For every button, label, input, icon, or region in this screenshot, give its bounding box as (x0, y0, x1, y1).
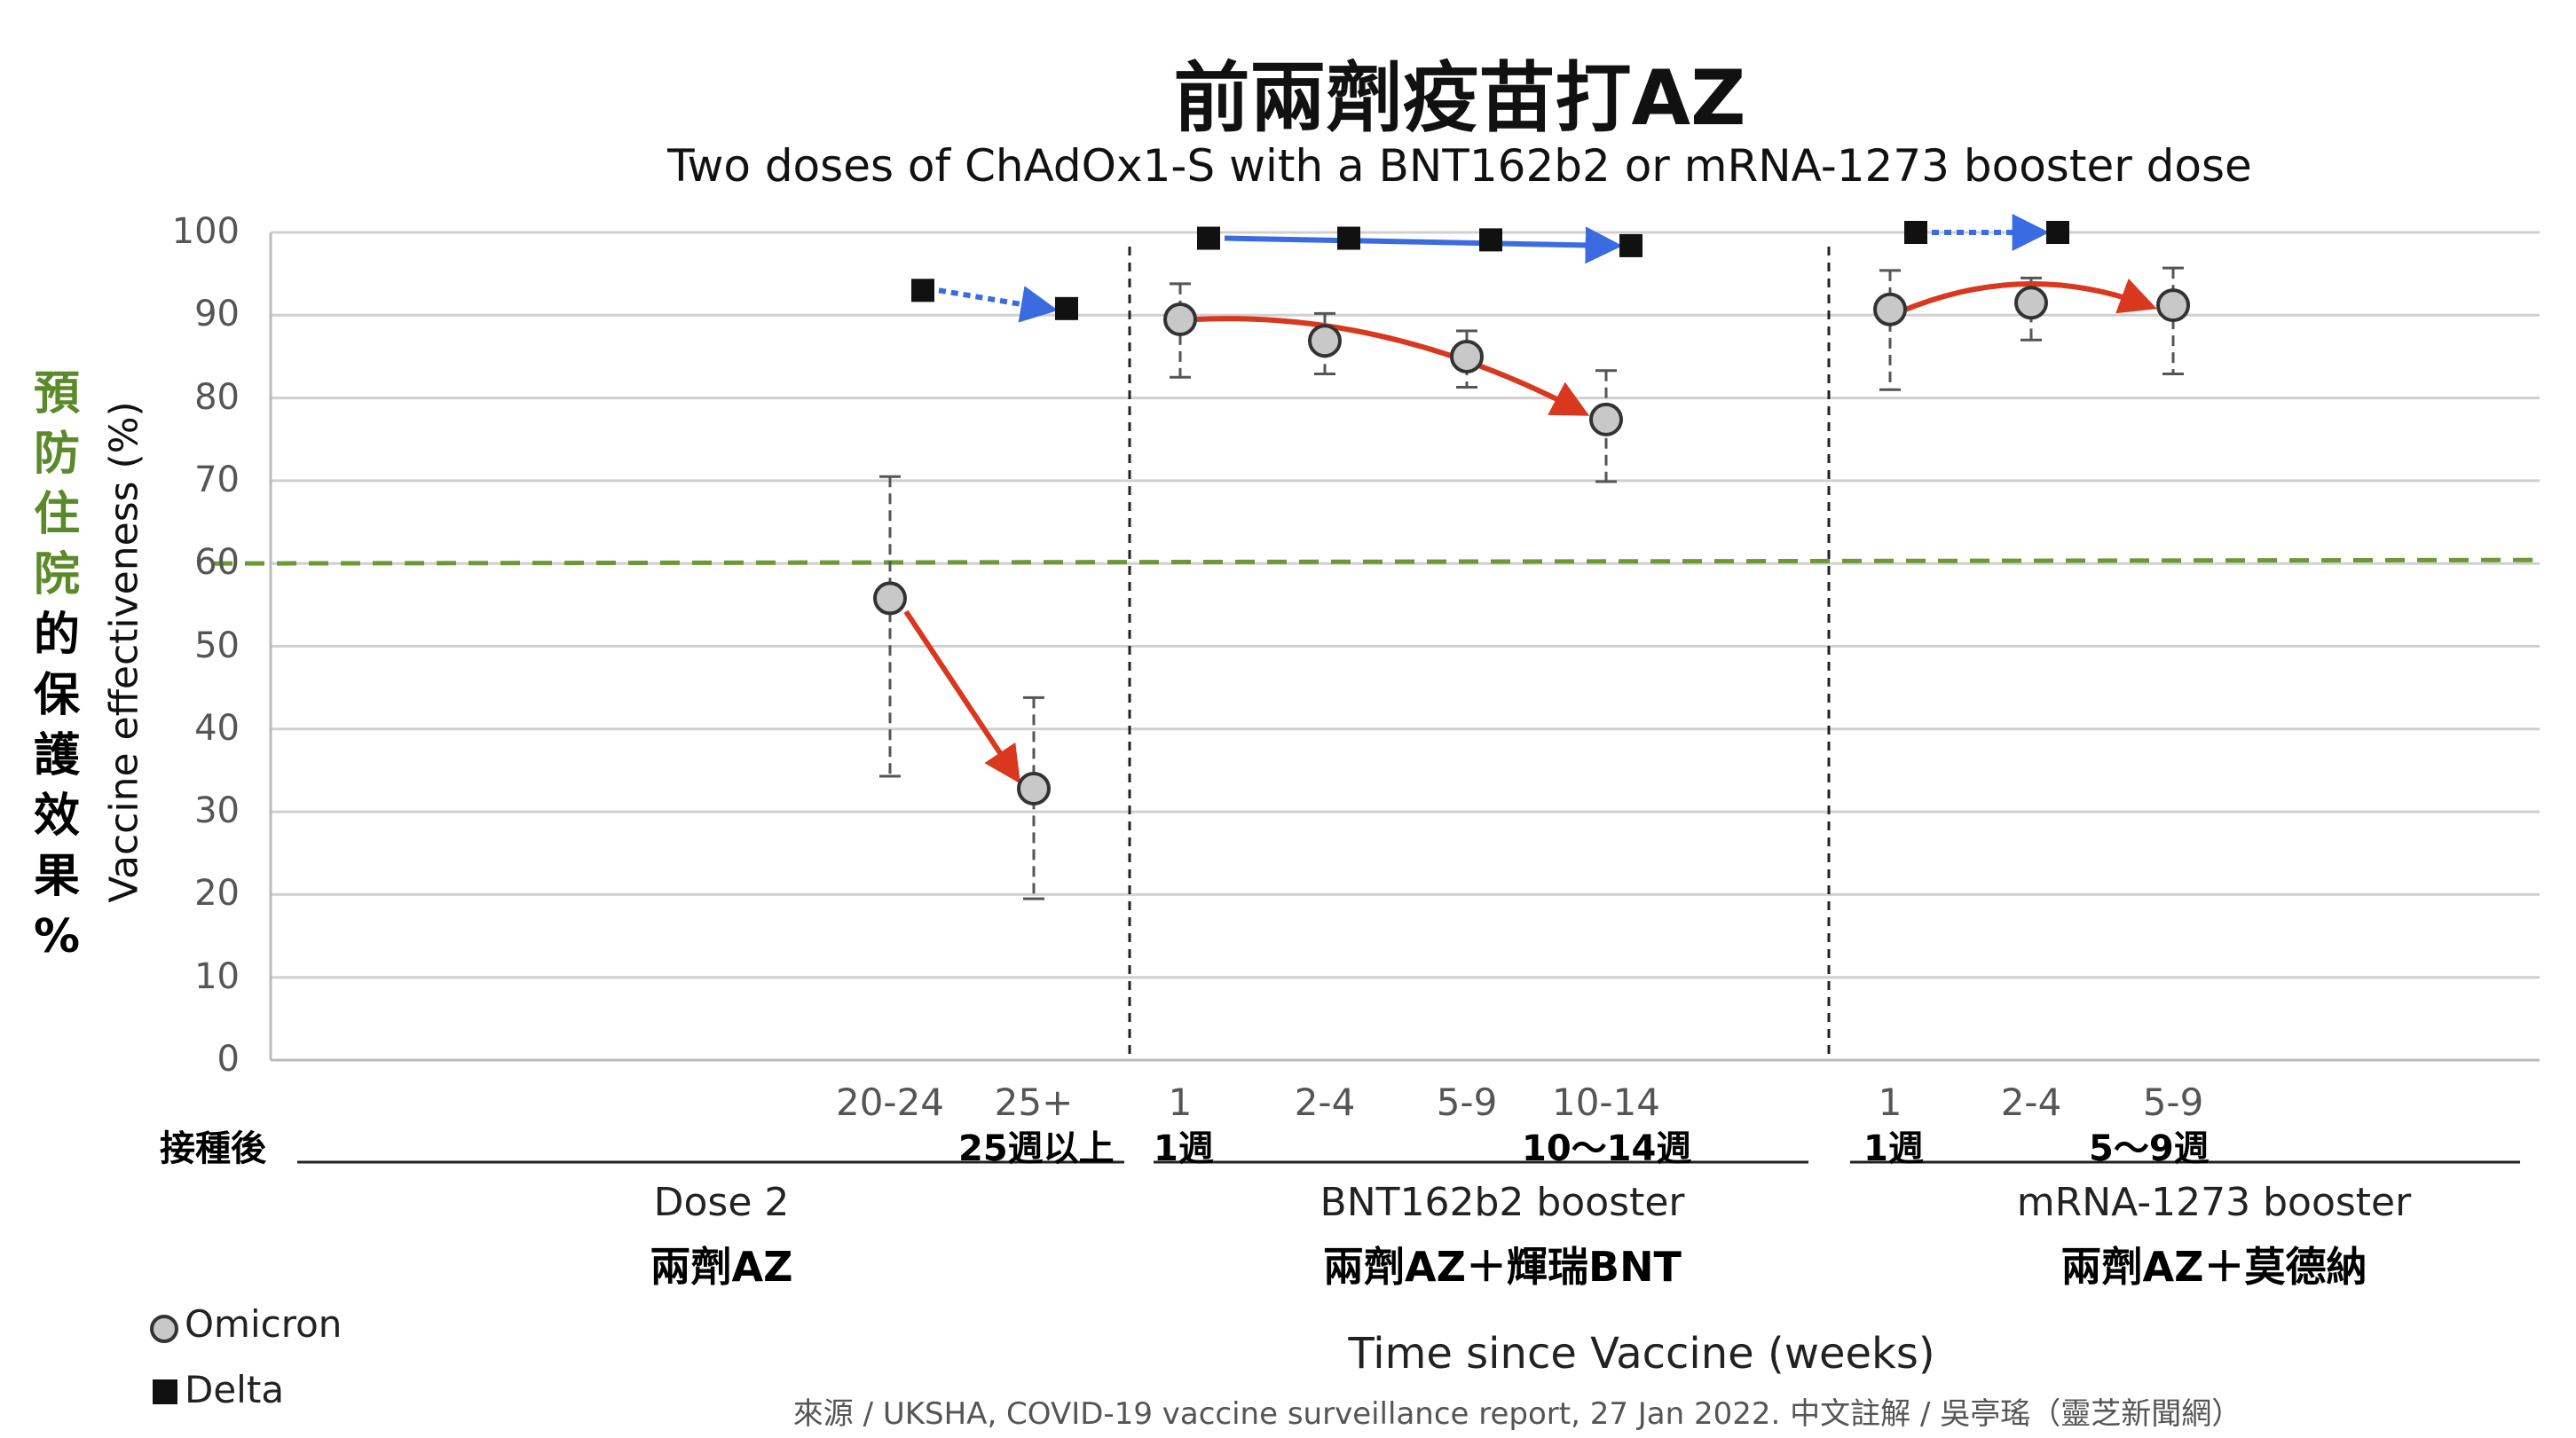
delta-trend-arrow (1224, 226, 1623, 264)
week-label-zh: 1週 (1863, 1128, 1924, 1169)
x-row-label: 接種後 (160, 1128, 266, 1169)
group-label-zh: 兩劑AZ＋莫德納 (2060, 1243, 2367, 1291)
omicron-point (1450, 339, 1484, 373)
legend-delta-marker (153, 1379, 177, 1408)
omicron-trend-arrow (903, 609, 1020, 784)
y-tick-10: 10 (194, 955, 240, 997)
y-tick-100: 100 (171, 211, 240, 252)
y-tick-80: 80 (194, 376, 240, 418)
threshold-line-60 (212, 557, 2541, 566)
y-label-char: 保 (33, 669, 80, 722)
y-tick-70: 70 (194, 459, 240, 500)
week-label-zh: 25週以上 (958, 1128, 1115, 1169)
x-tick-label: 1 (1878, 1080, 1902, 1124)
delta-point (1904, 221, 1927, 244)
y-tick-50: 50 (194, 625, 240, 666)
group-label-en: BNT162b2 booster (1320, 1180, 1685, 1225)
x-tick-label: 2-4 (2000, 1080, 2062, 1124)
y-label-char: 住 (33, 488, 80, 541)
y-label-char: 防 (33, 428, 80, 481)
y-label-char: 院 (33, 548, 80, 601)
x-tick-label: 10-14 (1551, 1080, 1661, 1124)
week-label-zh: 10～14週 (1522, 1128, 1692, 1169)
legend-delta-label: Delta (185, 1368, 285, 1411)
delta-trend-arrow (938, 286, 1059, 323)
group-label-zh: 兩劑AZ (650, 1243, 793, 1291)
x-tick-label: 2-4 (1294, 1080, 1356, 1124)
omicron-point (1589, 402, 1623, 436)
y-label-char: 預 (33, 367, 80, 420)
week-label-zh: 5～9週 (2089, 1128, 2210, 1169)
x-tick-label: 5-9 (2142, 1080, 2204, 1124)
group-label-en: mRNA-1273 booster (2016, 1180, 2412, 1225)
omicron-trend-arrow (1195, 316, 1590, 416)
omicron-point (873, 581, 907, 616)
omicron-point (1873, 292, 1907, 326)
chart-subtitle: Two doses of ChAdOx1-S with a BNT162b2 o… (667, 140, 2252, 192)
x-tick-label: 20-24 (835, 1080, 945, 1124)
y-tick-40: 40 (194, 707, 240, 749)
delta-point (1197, 226, 1220, 250)
delta-point (1619, 233, 1642, 257)
y-label-char: 效 (33, 790, 80, 843)
x-tick-label: 1 (1168, 1080, 1193, 1124)
y-tick-90: 90 (194, 294, 240, 335)
delta-point (1055, 296, 1078, 320)
y-tick-0: 0 (217, 1039, 240, 1080)
delta-point (2046, 221, 2069, 244)
delta-point (1337, 226, 1360, 250)
legend-omicron-label: Omicron (185, 1302, 343, 1346)
legend-omicron-marker (146, 1311, 182, 1350)
omicron-trend-arrow (1904, 278, 2157, 314)
y-label-char: 果 (33, 850, 80, 903)
y-label-char: % (33, 910, 81, 963)
y-axis-label: Vaccine effectiveness (%) (101, 401, 147, 903)
y-label-chinese: 預防住院的保護效果% (30, 364, 83, 967)
omicron-point (1017, 771, 1051, 805)
omicron-point (1163, 302, 1197, 336)
omicron-point (2014, 286, 2048, 320)
x-tick-label: 5-9 (1436, 1080, 1498, 1124)
delta-point (1479, 228, 1502, 252)
omicron-point (2156, 288, 2190, 323)
delta-point (911, 279, 934, 303)
x-axis-title: Time since Vaccine (weeks) (1348, 1329, 1935, 1379)
y-tick-20: 20 (194, 873, 240, 915)
group-label-en: Dose 2 (653, 1180, 790, 1225)
week-label-zh: 1週 (1154, 1128, 1214, 1169)
source-citation: 來源 / UKSHA, COVID-19 vaccine surveillanc… (792, 1396, 2242, 1432)
y-label-char: 的 (33, 609, 80, 662)
x-tick-label: 25+ (994, 1080, 1074, 1124)
group-label-zh: 兩劑AZ＋輝瑞BNT (1323, 1243, 1682, 1291)
y-tick-30: 30 (194, 790, 240, 832)
y-label-char: 護 (33, 729, 80, 782)
y-tick-60: 60 (194, 542, 240, 584)
chart-title: 前兩劑疫苗打AZ (1173, 54, 1746, 143)
omicron-point (1308, 324, 1342, 358)
